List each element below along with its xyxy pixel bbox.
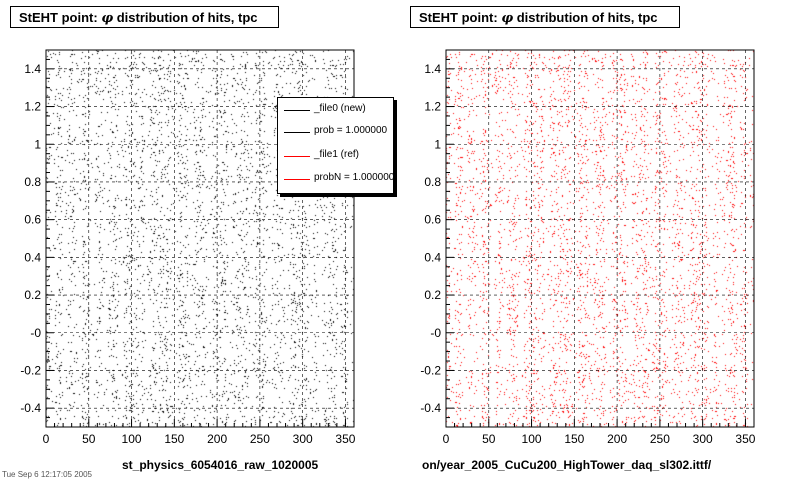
y-tick-label: 0.2 — [424, 288, 441, 302]
x-tick-label: 150 — [564, 432, 584, 446]
y-tick-label: 0.4 — [424, 250, 441, 264]
legend-label-probn: probN = 1.000000 — [314, 172, 394, 183]
right-title-prefix: StEHT point: — [419, 10, 502, 25]
y-tick-label: 1.2 — [424, 100, 441, 114]
left-plot-title: StEHT point: φ distribution of hits, tpc — [10, 6, 279, 28]
y-tick-label: 1.4 — [424, 62, 441, 76]
x-tick-label: 100 — [522, 432, 542, 446]
right-plot-title: StEHT point: φ distribution of hits, tpc — [410, 6, 680, 28]
left-title-prefix: StEHT point: — [19, 10, 102, 25]
legend-entry-file1: _file1 (ref) — [278, 148, 393, 164]
y-tick-label: 0.8 — [424, 175, 441, 189]
x-tick-label: 150 — [164, 432, 184, 446]
x-tick-label: 200 — [207, 432, 227, 446]
y-tick-label: 1 — [434, 137, 441, 151]
y-tick-label: 0.6 — [24, 213, 41, 227]
x-tick-label: 300 — [693, 432, 713, 446]
right-title-suffix: distribution of hits, tpc — [513, 10, 658, 25]
right-plot-footer: on/year_2005_CuCu200_HighTower_daq_sl302… — [422, 458, 712, 472]
scatter-points — [446, 50, 754, 427]
legend-label-file1: _file1 (ref) — [314, 149, 360, 160]
legend-entry-probn: probN = 1.000000 — [278, 171, 393, 187]
legend-line-file1 — [284, 156, 310, 157]
x-tick-label: 0 — [443, 432, 450, 446]
left-title-phi-symbol: φ — [101, 11, 114, 26]
timestamp: Tue Sep 6 12:17:05 2005 — [2, 470, 92, 479]
x-tick-label: 250 — [650, 432, 670, 446]
y-tick-label: 1 — [34, 137, 41, 151]
y-tick-label: 1.4 — [24, 62, 41, 76]
plot-legend: _file0 (new) prob = 1.000000 _file1 (ref… — [277, 97, 394, 194]
y-tick-label: -0 — [430, 326, 441, 340]
legend-line-probn — [284, 179, 310, 180]
x-tick-label: 50 — [482, 432, 496, 446]
y-tick-label: -0.4 — [420, 401, 441, 415]
legend-label-prob: prob = 1.000000 — [314, 125, 388, 136]
y-tick-label: 0.6 — [424, 213, 441, 227]
y-tick-label: 1.2 — [24, 100, 41, 114]
y-tick-label: -0.2 — [420, 363, 441, 377]
y-tick-label: -0.4 — [20, 401, 41, 415]
legend-entry-file0: _file0 (new) — [278, 102, 393, 118]
x-tick-label: 250 — [250, 432, 270, 446]
legend-line-prob — [284, 132, 310, 133]
legend-entry-prob: prob = 1.000000 — [278, 124, 393, 140]
right-title-phi-symbol: φ — [501, 11, 514, 26]
left-plot-footer: st_physics_6054016_raw_1020005 — [122, 458, 319, 472]
y-tick-label: 0.2 — [24, 288, 41, 302]
x-tick-label: 100 — [122, 432, 142, 446]
right-scatter-plot: 0 50 100 150 200 250 300 350 -0.4 -0.2 -0 0.2 0.4 0.6… — [420, 49, 756, 446]
left-title-suffix: distribution of hits, tpc — [113, 10, 258, 25]
legend-label-file0: _file0 (new) — [314, 103, 366, 114]
x-tick-label: 350 — [335, 432, 355, 446]
x-tick-label: 0 — [43, 432, 50, 446]
y-tick-label: 0.8 — [24, 175, 41, 189]
x-tick-label: 350 — [735, 432, 755, 446]
x-tick-label: 50 — [82, 432, 96, 446]
x-tick-label: 200 — [607, 432, 627, 446]
y-tick-label: 0.4 — [24, 250, 41, 264]
y-tick-label: -0 — [30, 326, 41, 340]
x-tick-label: 300 — [293, 432, 313, 446]
legend-line-file0 — [284, 110, 310, 111]
y-tick-label: -0.2 — [20, 363, 41, 377]
